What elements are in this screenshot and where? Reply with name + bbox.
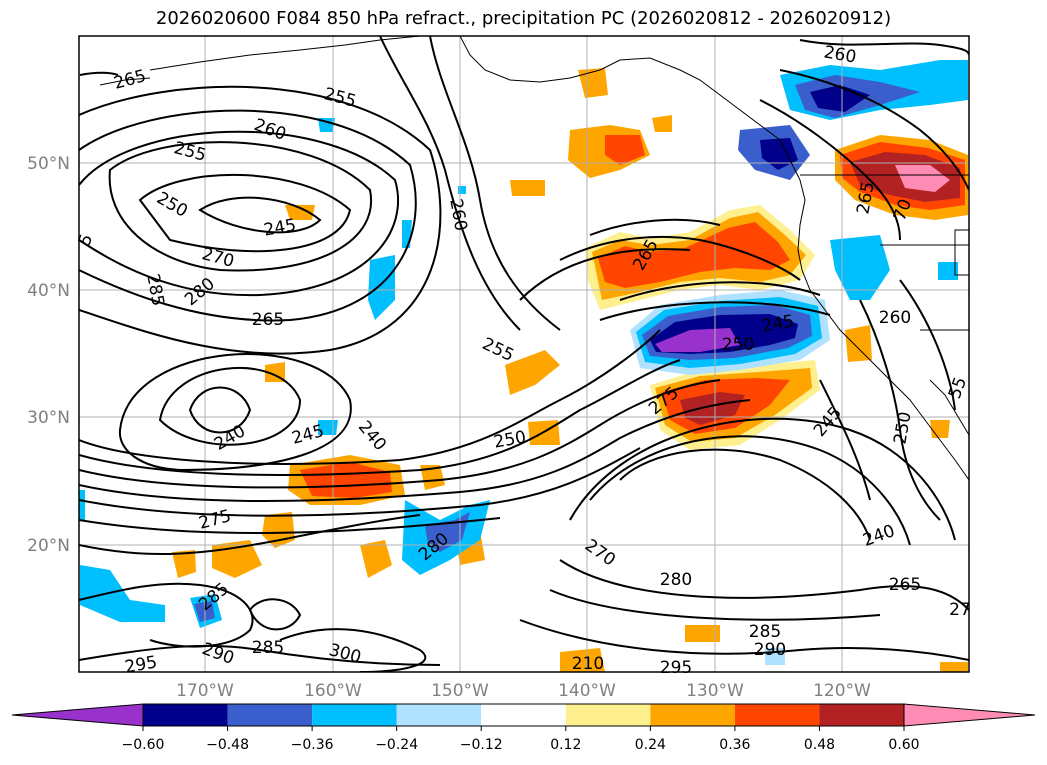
- colorbar-box: [819, 704, 904, 726]
- colorbar-box: [734, 704, 820, 726]
- colorbar-tick-label: −0.36: [291, 737, 334, 753]
- lon-label-170w: 170°W: [176, 681, 234, 701]
- colorbar-tick-label: 0.60: [888, 737, 919, 753]
- colorbar-box: [481, 704, 566, 726]
- lon-label-130w: 130°W: [686, 681, 744, 701]
- colorbar-box: [227, 704, 313, 726]
- contour-label: 260: [879, 308, 911, 328]
- lon-label-160w: 160°W: [304, 681, 362, 701]
- lon-label-120w: 120°W: [813, 681, 871, 701]
- lon-label-150w: 150°W: [431, 681, 489, 701]
- lat-label-30n: 30°N: [27, 408, 70, 428]
- colorbar-tick-label: −0.24: [375, 737, 418, 753]
- colorbar-box: [565, 704, 651, 726]
- colorbar-box: [143, 704, 228, 726]
- colorbar-box: [396, 704, 482, 726]
- colorbar-tick-label: 0.24: [635, 737, 666, 753]
- colorbar-tick-label: 0.48: [804, 737, 835, 753]
- colorbar-extend-high: [903, 703, 1036, 727]
- contour-label: 295: [660, 658, 692, 678]
- coastlines: [99, 36, 969, 481]
- lon-label-140w: 140°W: [558, 681, 616, 701]
- colorbar-tick-label: 0.36: [719, 737, 750, 753]
- contour-label: 285: [252, 638, 284, 658]
- colorbar-box: [650, 704, 735, 726]
- lat-label-40n: 40°N: [27, 281, 70, 301]
- contour-label: 210: [572, 654, 604, 674]
- chart-title: 2026020600 F084 850 hPa refract., precip…: [155, 8, 892, 29]
- contour-label: 265: [252, 310, 284, 330]
- contour-label: 280: [660, 570, 692, 590]
- colorbar-tick-label: 0.12: [550, 737, 581, 753]
- colorbar-box: [312, 704, 397, 726]
- colorbar-outline: [142, 703, 905, 727]
- colorbar-tick-label: −0.48: [206, 737, 249, 753]
- contour-label: 265: [889, 575, 921, 595]
- colorbar-tick-label: −0.12: [460, 737, 503, 753]
- lat-label-50n: 50°N: [27, 154, 70, 174]
- precip-shading: [79, 60, 968, 672]
- lat-label-20n: 20°N: [27, 536, 70, 556]
- contour-label: 290: [754, 640, 786, 660]
- contour-label: 27: [949, 600, 971, 620]
- colorbar-tick-label: −0.60: [122, 737, 165, 753]
- refractivity-contours: [79, 36, 969, 672]
- contour-label: 285: [749, 622, 781, 642]
- contour-label: 250: [722, 335, 754, 355]
- graticule: [79, 36, 969, 672]
- map-frame: [78, 35, 970, 673]
- colorbar-extend-low: [11, 703, 144, 727]
